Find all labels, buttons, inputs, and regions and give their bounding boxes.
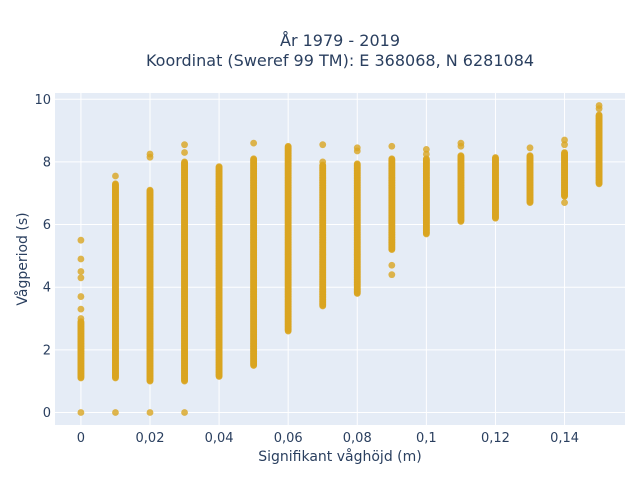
x-tick-label: 0,1 [416, 431, 437, 446]
x-tick-label: 0,06 [274, 431, 303, 446]
y-tick-labels: 0 2 4 6 8 10 [34, 93, 51, 421]
data-point [561, 141, 568, 149]
data-point [77, 236, 85, 244]
x-tick-labels: 0 0,02 0,04 0,06 0,08 0,1 0,12 0,14 [77, 431, 579, 446]
data-point [112, 180, 119, 188]
data-point [112, 172, 119, 180]
data-points [77, 102, 603, 416]
data-point [77, 305, 85, 313]
data-point [319, 158, 327, 166]
data-point [526, 152, 534, 160]
y-tick-label: 2 [43, 343, 51, 358]
data-point [181, 158, 188, 166]
chart-title-line2: Koordinat (Sweref 99 TM): E 368068, N 62… [146, 51, 534, 70]
data-point [319, 141, 327, 149]
data-point [146, 186, 154, 194]
x-tick-label: 0,14 [550, 431, 579, 446]
x-tick-label: 0,12 [481, 431, 510, 446]
data-point [595, 111, 603, 119]
data-point [250, 155, 258, 163]
data-point [77, 268, 85, 275]
data-point [526, 144, 534, 152]
data-point [250, 139, 258, 147]
data-point [353, 144, 361, 152]
data-point [77, 255, 85, 263]
data-point [77, 274, 85, 282]
y-tick-label: 10 [34, 93, 51, 108]
x-tick-label: 0 [77, 431, 85, 446]
plot-background [55, 93, 625, 425]
x-tick-label: 0,08 [343, 431, 372, 446]
data-point [561, 136, 568, 144]
data-point [388, 261, 396, 269]
y-tick-label: 6 [43, 218, 51, 233]
data-point [181, 149, 188, 156]
y-tick-label: 0 [43, 406, 51, 421]
data-point [215, 163, 223, 171]
y-axis-title: Vågperiod (s) [14, 212, 31, 305]
x-tick-label: 0,02 [136, 431, 165, 446]
data-point [457, 139, 465, 147]
data-point [422, 145, 430, 153]
data-point [388, 271, 396, 279]
data-point [492, 154, 499, 161]
data-point [561, 149, 568, 156]
data-point [284, 142, 292, 150]
y-tick-label: 8 [43, 155, 51, 170]
data-point [422, 150, 430, 158]
x-tick-label: 0,04 [205, 431, 234, 446]
data-point [181, 409, 188, 416]
chart-title-line1: År 1979 - 2019 [280, 31, 400, 50]
data-point [77, 293, 85, 300]
data-point [388, 155, 396, 163]
data-point [561, 199, 568, 207]
data-point [146, 409, 154, 416]
data-point [146, 150, 154, 158]
data-point [422, 155, 430, 163]
data-point [595, 102, 603, 109]
data-point [77, 315, 85, 322]
x-axis-title: Signifikant våghöjd (m) [258, 448, 421, 465]
data-point [353, 160, 361, 168]
data-point [181, 141, 188, 149]
data-point [77, 409, 85, 416]
y-tick-label: 4 [43, 281, 51, 296]
data-point [388, 142, 396, 150]
data-point [457, 152, 465, 160]
data-point [112, 409, 119, 416]
